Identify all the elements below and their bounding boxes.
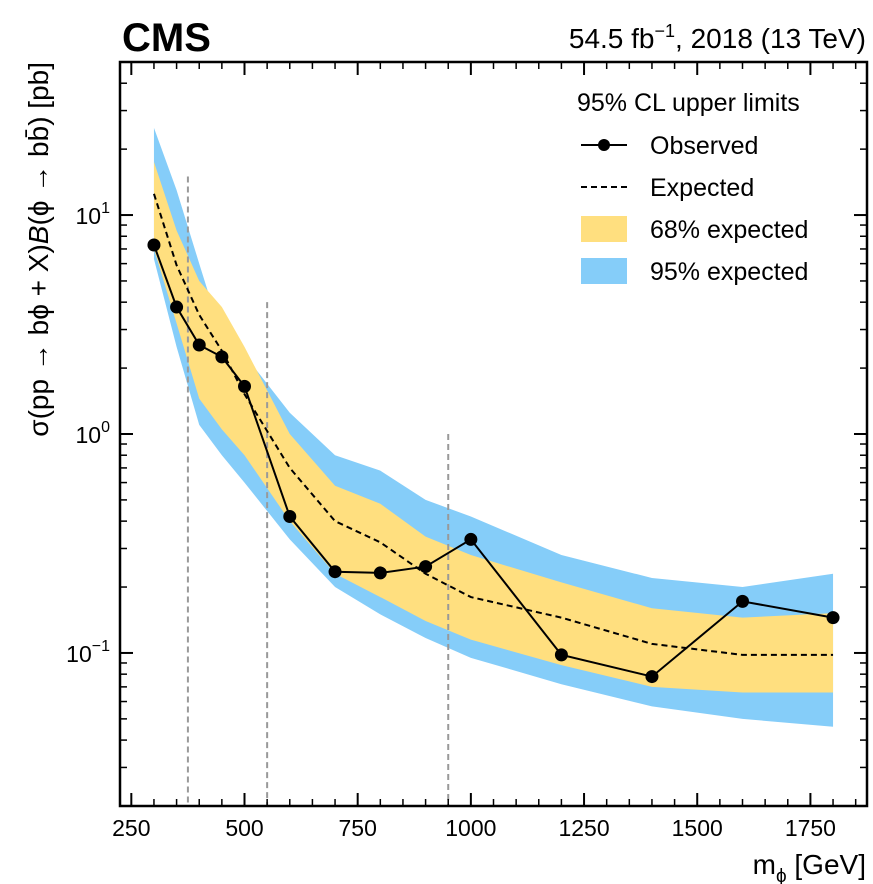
expected-bands bbox=[153, 127, 834, 727]
x-tick-label: 1000 bbox=[445, 815, 496, 841]
x-tick-label: 1250 bbox=[558, 815, 609, 841]
y-axis-title: σ(pp → bϕ + X)B(ϕ → bb̄) [pb] bbox=[23, 62, 54, 437]
x-axis-title: mϕ [GeV] bbox=[753, 849, 866, 884]
observed-point bbox=[192, 338, 206, 352]
observed-point bbox=[147, 238, 161, 252]
legend: 95% CL upper limits Observed Expected 68… bbox=[577, 89, 808, 286]
observed-point bbox=[373, 566, 387, 580]
y-tick-labels: 101 100 10−1 bbox=[66, 200, 110, 667]
observed-points bbox=[147, 238, 840, 684]
observed-point bbox=[328, 565, 342, 579]
legend-68-swatch bbox=[581, 216, 627, 242]
observed-point bbox=[283, 509, 297, 523]
x-tick-label: 1500 bbox=[672, 815, 723, 841]
legend-expected-label: Expected bbox=[650, 174, 754, 202]
observed-point bbox=[826, 611, 840, 625]
x-tick-label: 750 bbox=[338, 815, 376, 841]
observed-point bbox=[215, 350, 229, 364]
observed-point bbox=[238, 379, 251, 393]
y-tick-label: 100 bbox=[76, 419, 111, 448]
plot-frame bbox=[118, 60, 869, 808]
observed-point bbox=[419, 560, 433, 574]
x-tick-label: 500 bbox=[225, 815, 263, 841]
observed-point bbox=[645, 670, 659, 684]
legend-95-label: 95% expected bbox=[650, 258, 808, 286]
legend-title: 95% CL upper limits bbox=[577, 89, 800, 117]
legend-95-swatch bbox=[581, 258, 627, 284]
observed-point bbox=[464, 532, 478, 546]
band-68-expected bbox=[153, 161, 834, 693]
observed-point bbox=[736, 594, 749, 608]
experiment-label: CMS bbox=[122, 16, 211, 60]
y-tick-label: 10−1 bbox=[66, 638, 110, 667]
observed-point bbox=[170, 300, 184, 314]
x-tick-label: 1750 bbox=[785, 815, 836, 841]
legend-68-label: 68% expected bbox=[650, 216, 808, 244]
mass-region-lines bbox=[186, 176, 450, 806]
y-tick-label: 101 bbox=[76, 200, 111, 229]
legend-observed-label: Observed bbox=[650, 132, 758, 160]
x-tick-labels: 250 500 750 1000 1250 1500 1750 bbox=[112, 815, 836, 841]
expected-limit-line bbox=[153, 193, 834, 656]
legend-observed-marker bbox=[598, 139, 610, 151]
luminosity-label: 54.5 fb−1, 2018 (13 TeV) bbox=[569, 21, 866, 54]
observed-point bbox=[554, 648, 568, 662]
x-tick-label: 250 bbox=[112, 815, 150, 841]
